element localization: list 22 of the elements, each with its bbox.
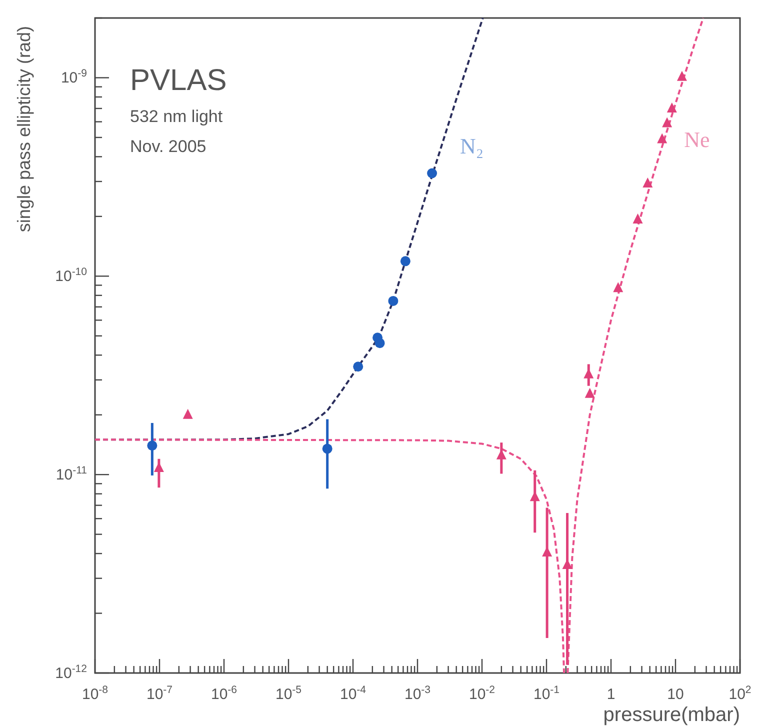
series-label: Ne	[684, 127, 710, 152]
annotation: PVLAS	[130, 64, 227, 97]
y-tick-label: 10$^{-12}$	[55, 663, 88, 682]
y-tick-label: 10$^{-10}$	[55, 266, 88, 286]
y-axis-title: single pass ellipticity (rad)	[14, 26, 34, 232]
y-tick-label: 10$^{-9}$	[60, 68, 88, 87]
annotation: 532 nm light	[130, 107, 223, 126]
x-tick-label: 10$^{-7}$	[146, 684, 173, 703]
x-tick-label: 1	[606, 686, 616, 703]
x-tick-label: 10$^{-5}$	[275, 684, 302, 703]
x-tick-label: 10	[667, 686, 684, 703]
x-tick-label: 10$^{-4}$	[340, 684, 366, 703]
x-tick-label: 10$^{-2}$	[468, 684, 496, 703]
x-tick-label: 10$^{-8}$	[82, 684, 108, 703]
x-tick-label: 10$^{-6}$	[210, 684, 238, 703]
series-label: N₂	[460, 133, 484, 158]
x-axis-title: pressure(mbar)	[603, 704, 740, 726]
annotation: Nov. 2005	[130, 137, 206, 156]
y-tick-label: 10$^{-11}$	[56, 464, 88, 484]
x-tick-label: 10$^{-3}$	[404, 684, 431, 703]
x-tick-label: 10$^{-1}$	[533, 684, 560, 703]
x-tick-label: 10$^{2}$	[728, 684, 752, 703]
